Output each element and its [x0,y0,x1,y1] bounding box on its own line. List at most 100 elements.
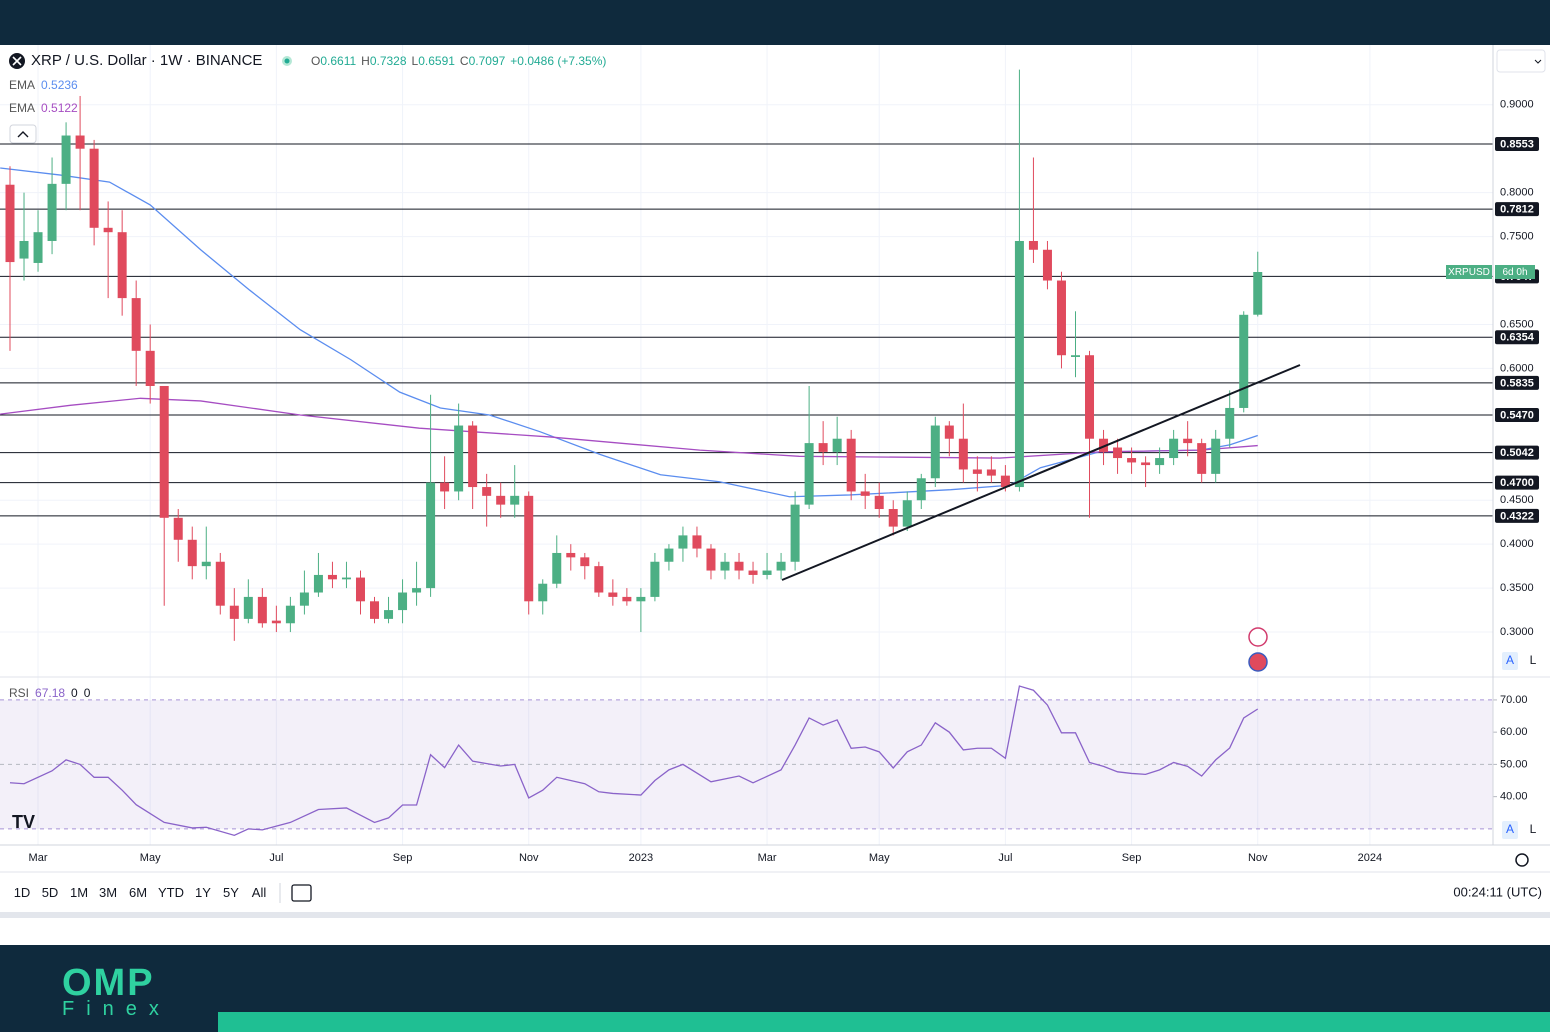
x-tick-label: Sep [393,852,413,864]
rsi-tick-label: 60.00 [1500,726,1528,738]
candle-body [958,438,968,470]
range-button[interactable]: 1M [69,885,89,900]
candle-body [327,574,337,580]
status-dot-core [284,58,290,64]
candle-body [930,425,940,479]
candle-body [888,509,898,527]
y-tick-label: 0.8000 [1500,187,1534,199]
rsi-pane [0,685,1497,837]
axis-button[interactable]: L [1530,822,1537,836]
level-label: 0.8553 [1500,138,1534,150]
candle-body [33,232,43,263]
ohlc-change: +0.0486 (+7.35%) [510,54,607,68]
calendar-icon[interactable] [291,884,312,902]
candle-body [650,561,660,597]
flag-icon [1248,652,1268,672]
candle-body [902,500,912,527]
rsi-tick-label: 70.00 [1500,694,1528,706]
ema-line [0,397,1258,459]
candle-body [468,425,478,488]
ema-value: 0.5236 [41,78,78,92]
candle-body [1085,355,1095,439]
candle-body [1056,280,1066,356]
settings-icon[interactable] [1515,853,1529,867]
axis-button-bg [1502,652,1518,670]
ohlc-key: C [459,54,469,68]
candle-body [524,495,534,602]
level-label: 0.6354 [1500,332,1535,344]
x-tick-label: Jul [998,852,1012,864]
marks [0,69,1493,641]
y-tick-label: 0.4500 [1500,494,1534,506]
y-tick-label: 0.6000 [1500,362,1534,374]
axis-button[interactable]: L [1530,653,1537,667]
candle-body [692,535,702,549]
separator [0,912,1550,918]
candle-body [986,469,996,476]
candle-body [187,539,197,567]
candle-body [566,552,576,558]
range-button[interactable]: All [251,885,267,900]
x-tick-label: May [869,852,890,864]
axis-button-bg [1502,821,1518,839]
ohlc-item: O0.6611 [311,54,356,68]
candle-body [398,592,408,611]
candle-body [89,148,99,228]
x-tick-label: Mar [758,852,777,864]
collapse-button[interactable] [9,124,37,144]
range-button[interactable]: 1Y [195,885,211,900]
level-tag [1495,202,1539,217]
x-tick-label: Jul [269,852,283,864]
currency-button[interactable] [1496,49,1546,73]
candle-body [916,478,926,501]
candle-body [748,570,758,575]
ohlc-key: L [411,54,419,68]
candle-body [61,135,71,184]
axis-button[interactable]: A [1506,822,1514,836]
rsi-value: 67.18 [35,686,66,700]
x-tick-label: Sep [1122,852,1142,864]
candle-body [860,491,870,496]
y-tick-label: 0.3000 [1500,626,1534,638]
trend-line [781,364,1301,581]
range-button[interactable]: 5D [41,885,59,900]
candle-body [1183,438,1193,444]
candle-body [1113,447,1123,459]
candle-body [229,605,239,619]
ohlc-legend: O0.6611 H0.7328 L0.6591 C0.7097 +0.0486 (+7.… [311,54,606,68]
x-tick-label: Nov [519,852,539,864]
candle-body [818,443,828,452]
candle-body [173,517,183,540]
candle-body [1211,438,1221,474]
range-button[interactable]: 1D [13,885,31,900]
range-button[interactable]: 3M [98,885,118,900]
currency-caret [1534,59,1542,64]
ohlc-item: L0.6591 [412,54,455,68]
candle-body [720,561,730,571]
tv-logo: TV [12,812,35,832]
axis-button[interactable]: A [1506,653,1514,667]
candle-body [145,350,155,386]
level-label: 0.4322 [1500,510,1534,522]
candle-body [580,557,590,567]
clock: 00:24:11 (UTC) [1453,884,1542,899]
rsi-tick-label: 50.00 [1500,758,1528,770]
range-button[interactable]: 6M [128,885,148,900]
candle-body [454,425,464,492]
ohlc-item: H0.7328 [361,54,406,68]
level-tag [1495,137,1539,152]
top-bar [0,0,1550,45]
candle-body [103,227,113,233]
candle-body [201,561,211,567]
rsi-extra: 0 [71,686,78,700]
y-tick-label: 0.4000 [1500,538,1534,550]
rsi-legend: RSI 67.18 0 0 [9,686,90,700]
ema-row: EMA 0.5122 [9,101,78,115]
range-button[interactable]: 5Y [223,885,239,900]
level-label: 0.5835 [1500,377,1534,389]
candle-body [1127,458,1137,463]
range-button[interactable]: YTD [158,885,184,900]
level-label: 0.5470 [1500,409,1534,421]
